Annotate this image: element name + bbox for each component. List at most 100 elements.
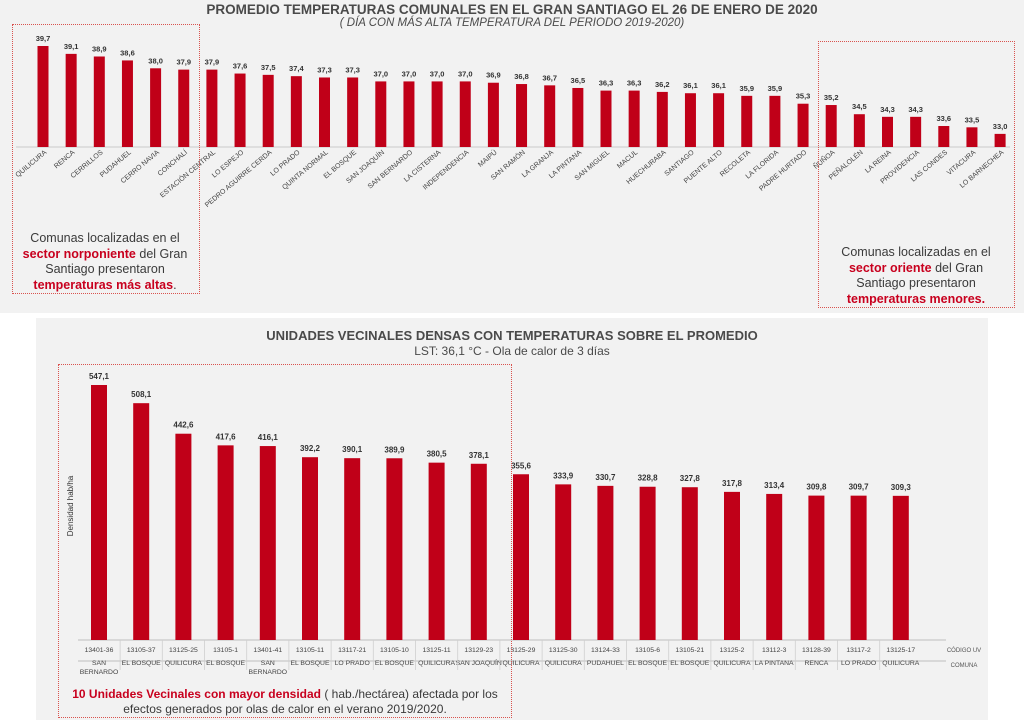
chart1-data-label: 37,0 <box>402 69 417 78</box>
chart2-row-label-code: CÓDIGO UV <box>947 647 981 654</box>
chart2-bar <box>513 474 529 640</box>
chart2-data-label: 309,7 <box>849 483 870 492</box>
chart1-data-label: 39,1 <box>64 42 79 51</box>
chart1-data-label: 36,9 <box>486 71 501 80</box>
chart2-code-label: 13124-33 <box>591 647 620 654</box>
chart1-bar <box>544 85 556 147</box>
chart1-bar <box>65 53 77 147</box>
chart2-data-label: 390,1 <box>342 445 363 454</box>
chart1-data-label: 37,9 <box>176 58 191 67</box>
chart1-data-label: 37,3 <box>345 65 360 74</box>
chart1-bar <box>741 95 753 147</box>
chart1-bar <box>572 87 584 147</box>
chart2-comuna-label: EL BOSQUE <box>206 660 245 667</box>
chart2-comuna-label: QUILICURA <box>418 660 455 667</box>
chart2-code-label: 13125-2 <box>720 647 745 654</box>
chart2-bar <box>259 446 276 640</box>
chart1-data-label: 36,3 <box>627 79 642 88</box>
chart2-comuna-label: SAN <box>92 660 106 667</box>
chart2-bar <box>386 458 403 640</box>
chart1-bar <box>516 84 528 147</box>
chart1-data-label: 36,3 <box>599 79 614 88</box>
chart2-code-label: 13401-41 <box>253 647 282 654</box>
chart2-comuna-label: QUILICURA <box>882 660 919 667</box>
chart2-bar <box>555 484 572 640</box>
chart1-data-label: 33,0 <box>993 122 1008 131</box>
chart1-tick-label: MAIPÚ <box>476 148 499 169</box>
chart2-bar <box>808 495 825 640</box>
chart2-bar <box>597 485 614 640</box>
chart2-data-label: 330,7 <box>595 473 616 482</box>
chart1-data-label: 37,5 <box>261 63 276 72</box>
chart1-data-label: 35,9 <box>739 84 754 93</box>
chart1-bar <box>403 81 415 147</box>
chart1-bar <box>37 46 49 147</box>
chart1-title: PROMEDIO TEMPERATURAS COMUNALES EN EL GR… <box>206 2 818 17</box>
chart1-bar <box>966 127 978 147</box>
note-left-text-2: del Gran Santiago presentaron <box>45 246 188 277</box>
chart1-data-label: 36,1 <box>711 81 726 90</box>
note-top10: 10 Unidades Vecinales con mayor densidad… <box>62 687 508 717</box>
chart2-code-label: 13125-17 <box>886 647 915 654</box>
chart1-tick-label: PADRE HURTADO <box>758 149 809 193</box>
chart1-tick-label: MACUL <box>616 149 639 170</box>
chart1-data-label: 37,0 <box>458 69 473 78</box>
chart2-code-label: 13125-25 <box>169 647 198 654</box>
chart2-comuna-label: EL BOSQUE <box>290 660 329 667</box>
chart2-bar <box>724 491 740 640</box>
chart2-comuna-label: QUILICURA <box>545 660 582 667</box>
chart1-bar <box>319 77 330 147</box>
chart2-code-label: 13117-21 <box>338 647 366 654</box>
chart1-data-label: 36,8 <box>514 72 529 81</box>
chart2-comuna-label: SAN <box>261 660 275 667</box>
chart2-comuna-label-cont: BERNARDO <box>249 669 288 676</box>
chart2-bar <box>639 486 656 640</box>
chart1-bar <box>375 81 387 147</box>
chart1-bar <box>853 114 865 147</box>
chart2-data-label: 309,3 <box>891 483 912 492</box>
chart2-data-label: 355,6 <box>511 461 532 470</box>
chart2-plot: Densidad hab/ha 547,1 13401-36 SAN BERNARDO 5… <box>66 372 981 676</box>
chart2-code-label: 13105-37 <box>127 647 156 654</box>
chart1-bar <box>938 126 950 147</box>
note-norponiente: Comunas localizadas en el sector norponi… <box>14 231 196 293</box>
chart1-bar <box>121 60 133 147</box>
chart2-bar <box>766 493 783 640</box>
chart1-bar <box>487 82 499 147</box>
chart2-bar <box>302 457 318 640</box>
note-top10-highlight: 10 Unidades Vecinales con mayor densidad <box>72 687 321 701</box>
highlight-box-oriente <box>818 41 1015 308</box>
chart1-bar <box>994 133 1006 147</box>
chart2-comuna-label: EL BOSQUE <box>628 660 667 667</box>
chart1-data-label: 36,7 <box>542 73 557 82</box>
chart2-comuna-label: QUILICURA <box>165 660 202 667</box>
note-left-highlight-1: sector norponiente <box>22 246 136 261</box>
chart2-ylabel: Densidad hab/ha <box>66 475 75 536</box>
chart2-comuna-label: SAN JOAQUÍN <box>456 658 502 667</box>
chart1-bar <box>713 93 725 147</box>
chart2-data-label: 378,1 <box>469 451 490 460</box>
chart2-code-label: 13125-11 <box>422 647 450 654</box>
note-left-text-1: Comunas localizadas en el <box>30 231 180 245</box>
note-left-highlight-2: temperaturas más altas <box>33 277 174 292</box>
chart2-comuna-label: QUILICURA <box>502 660 539 667</box>
chart2-comuna-label: LA PINTANA <box>755 660 794 667</box>
chart2-code-label: 13105-11 <box>296 647 324 654</box>
chart1-data-label: 34,5 <box>852 102 867 111</box>
chart2-bar <box>681 487 698 640</box>
chart1-bar <box>150 68 162 147</box>
chart1-data-label: 33,6 <box>936 114 951 123</box>
chart2-data-label: 333,9 <box>553 471 574 480</box>
chart2-data-label: 442,6 <box>173 421 194 430</box>
chart2-code-label: 13125-30 <box>549 647 578 654</box>
chart2-data-label: 547,1 <box>89 372 110 381</box>
chart2-comuna-label: EL BOSQUE <box>670 660 709 667</box>
chart1-bar <box>910 116 922 147</box>
chart1-bar <box>797 103 809 147</box>
chart1-data-label: 34,3 <box>880 105 895 114</box>
chart1-bar <box>656 91 668 147</box>
chart2-data-label: 313,4 <box>764 481 785 490</box>
note-right-text-2: del Gran Santiago presentaron <box>856 260 984 291</box>
chart1-bar <box>825 105 837 147</box>
chart1-bar <box>769 95 781 147</box>
